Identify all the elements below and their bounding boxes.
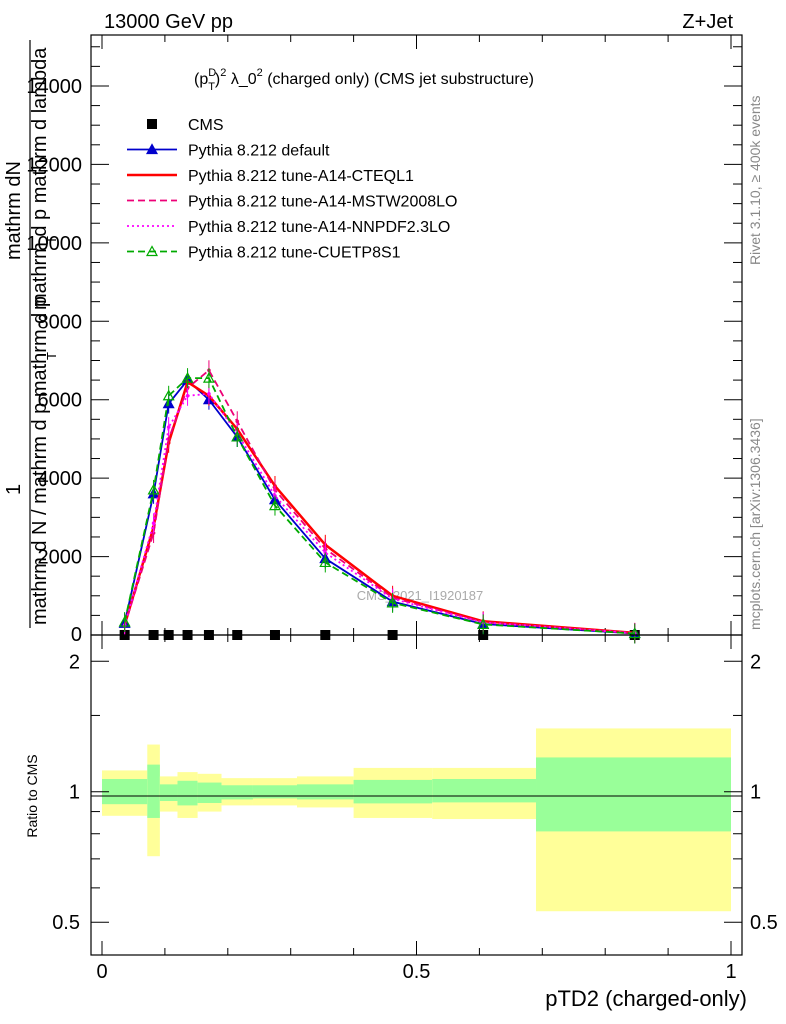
- ratio-band-inner: [102, 779, 148, 805]
- series-marker: [477, 618, 490, 630]
- ratio-uncertainty-bands: [102, 728, 731, 912]
- x-axis-label: pTD2 (charged-only): [545, 986, 747, 1011]
- main-y-tick-label: 8000: [38, 311, 83, 333]
- ratio-y-tick-label-right: 2: [750, 651, 761, 673]
- series-marker: [202, 371, 215, 383]
- y-axis-label-one: 1: [3, 484, 25, 495]
- plot-title: (pD T)2 λ_02 (charged only) (CMS jet subs…: [194, 67, 534, 93]
- legend-label-3: Pythia 8.212 tune-A14-MSTW2008LO: [188, 194, 457, 211]
- series-marker: [162, 389, 175, 401]
- legend-marker-5: [145, 245, 159, 257]
- ratio-y-tick-label-right: 1: [750, 782, 761, 804]
- series-marker: [268, 499, 281, 511]
- mcplots-reference-label: mcplots.cern.ch [arXiv:1306.3436]: [747, 418, 763, 630]
- main-y-tick-label: 10000: [26, 233, 82, 255]
- x-tick-label: 1: [725, 961, 736, 983]
- main-y-tick-label-zero: 0: [71, 624, 82, 646]
- ratio-band-inner: [353, 779, 433, 804]
- ratio-y-tick-label-right: 0.5: [750, 912, 778, 934]
- ratio-band-inner: [147, 764, 160, 818]
- series-line-4: [123, 392, 635, 635]
- series-marker: [628, 627, 641, 639]
- ratio-band-inner: [197, 782, 222, 803]
- main-y-tick-label: 14000: [26, 76, 82, 98]
- main-y-tick-label: 12000: [26, 154, 82, 176]
- x-tick-label: 0.5: [403, 961, 431, 983]
- x-tick-label: 0: [96, 961, 107, 983]
- main-y-tick-label: 4000: [38, 468, 83, 490]
- legend-marker-cms: [147, 119, 157, 129]
- legend-marker-1: [145, 143, 159, 155]
- series-marker: [235, 419, 240, 424]
- ratio-band-inner: [177, 780, 198, 806]
- legend-label-5: Pythia 8.212 tune-CUETP8S1: [188, 245, 401, 262]
- series-marker: [207, 392, 211, 396]
- main-plot-ticks: 2000 4000 6000 8000 10000 12000 14000 0: [26, 35, 742, 646]
- legend: CMS Pythia 8.212 default Pythia 8.212 tune…: [127, 117, 457, 262]
- ratio-plot-frame: [90, 634, 743, 956]
- ratio-y-axis-label: Ratio to CMS: [24, 754, 40, 837]
- legend-label-0: CMS: [188, 117, 224, 134]
- ratio-y-tick-label: 2: [69, 651, 80, 673]
- y-axis-label-numerator: mathrm dN: [3, 161, 25, 260]
- series-marker: [386, 596, 399, 608]
- ratio-band-inner: [159, 784, 178, 802]
- y-axis-label-subscript-lower: T: [44, 352, 59, 360]
- series-marker: [166, 425, 171, 429]
- main-y-tick-label: 2000: [38, 547, 83, 569]
- legend-label-4: Pythia 8.212 tune-A14-NNPDF2.3LO: [188, 219, 450, 236]
- series-marker: [185, 393, 190, 398]
- series-marker: [166, 437, 171, 441]
- rivet-version-label: Rivet 3.1.10, ≥ 400k events: [747, 95, 763, 265]
- ratio-plot-ticks: 0.5 0.5 1 1 2 2 0 0.5 1: [52, 635, 778, 983]
- ratio-band-inner: [296, 784, 354, 800]
- series-marker: [151, 521, 156, 526]
- y-axis-label-subscript-upper: T: [44, 236, 59, 244]
- header-process-label: Z+Jet: [682, 11, 733, 33]
- series-marker: [181, 371, 194, 383]
- series-marker: [147, 483, 160, 495]
- legend-label-2: Pythia 8.212 tune-A14-CTEQL1: [188, 168, 414, 185]
- main-y-tick-label: 6000: [38, 390, 83, 412]
- series-marker: [231, 430, 244, 442]
- main-plot-panel: CMS_2021_I1920187 2000400060008000100001…: [3, 34, 743, 646]
- ratio-band-inner: [536, 757, 731, 832]
- main-plot-series: [118, 360, 641, 644]
- ratio-band-inner: [432, 779, 537, 803]
- series-marker: [118, 615, 131, 627]
- ratio-y-tick-label: 0.5: [52, 912, 80, 934]
- series-marker: [319, 556, 332, 568]
- ratio-y-tick-label: 1: [69, 782, 80, 804]
- ratio-band-inner: [252, 785, 297, 799]
- ratio-band-inner: [221, 785, 253, 800]
- y-axis-label-denominator-upper: mathrm d p mathrm d lambda: [29, 47, 51, 310]
- y-axis-label-denominator-lower: mathrm d N / mathrm d p mathrm d p: [29, 296, 51, 625]
- header-energy-label: 13000 GeV pp: [104, 11, 233, 33]
- ratio-plot-panel: 0.5 0.5 1 1 2 2 0 0.5 1 Ratio to CMS pTD2 (charg…: [24, 634, 778, 1011]
- legend-label-1: Pythia 8.212 default: [188, 143, 330, 160]
